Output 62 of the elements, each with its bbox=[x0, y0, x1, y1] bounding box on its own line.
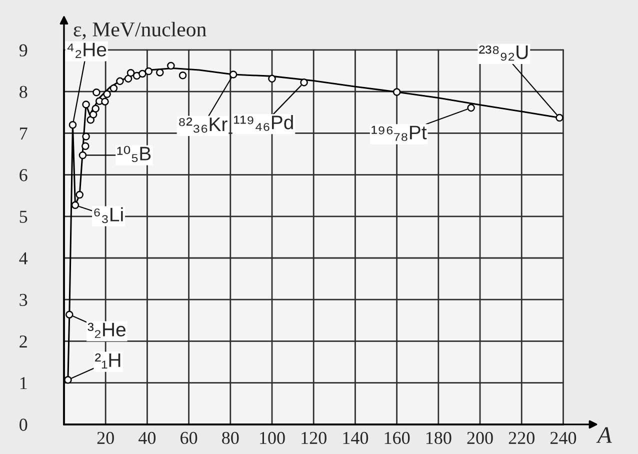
point bbox=[76, 190, 84, 199]
point bbox=[167, 62, 175, 70]
point bbox=[89, 110, 98, 118]
x-tick-label: 100 bbox=[260, 432, 285, 444]
x-tick-label: 160 bbox=[384, 432, 410, 444]
y-tick-label: 2 bbox=[20, 336, 27, 348]
point bbox=[229, 70, 238, 78]
x-tick-label: 40 bbox=[138, 432, 156, 444]
point bbox=[103, 90, 111, 98]
x-tick-label: 220 bbox=[508, 432, 534, 444]
point bbox=[300, 78, 308, 86]
point bbox=[110, 84, 118, 92]
x-axis-title: A bbox=[596, 427, 612, 443]
annotation: ¹¹⁹₄₆Pd bbox=[234, 115, 293, 131]
y-tick-label: 3 bbox=[20, 294, 28, 306]
annotation: ¹⁰₅B bbox=[117, 146, 151, 162]
point bbox=[144, 67, 153, 76]
annotation: ⁴₂He bbox=[67, 42, 106, 58]
point bbox=[467, 104, 475, 112]
y-tick-label: 5 bbox=[20, 210, 28, 223]
point bbox=[82, 142, 90, 150]
point bbox=[68, 120, 77, 129]
point bbox=[92, 88, 100, 96]
annotation: ¹⁹⁶₇₈Pt bbox=[372, 126, 427, 141]
x-tick-label: 20 bbox=[97, 432, 114, 444]
point bbox=[66, 310, 74, 318]
y-axis-title: ε, MeV/nucleon bbox=[74, 22, 206, 40]
point bbox=[124, 74, 132, 83]
point bbox=[101, 98, 109, 106]
x-tick-label: 240 bbox=[550, 432, 576, 444]
annotation: ⁸²₃₆Kr bbox=[179, 117, 228, 133]
x-tick-label: 200 bbox=[467, 432, 493, 444]
point bbox=[268, 74, 276, 83]
x-tick-label: 120 bbox=[302, 432, 326, 444]
y-tick-label: 7 bbox=[20, 128, 28, 140]
point bbox=[92, 104, 100, 113]
annotation: ³₂He bbox=[88, 322, 126, 338]
point bbox=[556, 114, 564, 122]
point bbox=[64, 376, 72, 384]
y-tick-label: 6 bbox=[20, 169, 28, 182]
point bbox=[126, 68, 135, 77]
y-tick-label: 0 bbox=[20, 418, 28, 431]
x-tick-label: 80 bbox=[222, 432, 239, 444]
x-tick-label: 60 bbox=[180, 432, 198, 444]
point bbox=[392, 88, 401, 96]
point bbox=[78, 151, 87, 160]
annotation: ²₁H bbox=[95, 353, 120, 369]
point bbox=[138, 70, 146, 78]
x-tick-label: 180 bbox=[426, 432, 452, 444]
point bbox=[71, 201, 80, 210]
x-tick-label: 140 bbox=[343, 432, 368, 444]
point bbox=[82, 100, 90, 108]
y-tick-label: 4 bbox=[19, 252, 28, 264]
annotation: ⁶₃Li bbox=[94, 207, 123, 224]
point bbox=[116, 77, 124, 86]
annotation: ²³⁸₉₂U bbox=[479, 45, 528, 61]
point bbox=[178, 71, 187, 80]
point bbox=[156, 68, 164, 76]
point bbox=[82, 132, 90, 140]
y-tick-label: 8 bbox=[20, 86, 28, 98]
y-tick-label: 1 bbox=[20, 377, 27, 390]
y-tick-label: 9 bbox=[19, 44, 28, 56]
